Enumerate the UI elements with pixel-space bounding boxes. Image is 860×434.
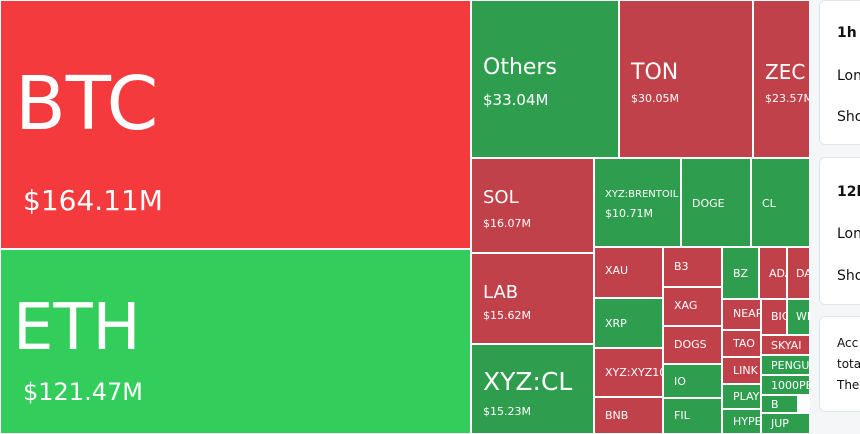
- tile-xrp[interactable]: XRP: [594, 298, 663, 348]
- tile-near[interactable]: NEAR: [722, 299, 761, 330]
- tile-others[interactable]: Others $33.04M: [471, 0, 619, 158]
- tile-symbol: LAB: [483, 282, 519, 303]
- tile-dash[interactable]: DASH: [787, 247, 810, 299]
- long-label: Long: [837, 226, 860, 242]
- tile-xyz-xyz100[interactable]: XYZ:XYZ100: [594, 348, 663, 397]
- tile-symbol: XAG: [674, 299, 698, 312]
- tile-tao[interactable]: TAO: [722, 330, 761, 357]
- note-line: Acc: [837, 336, 859, 350]
- tile-wld[interactable]: WLD: [787, 299, 810, 335]
- tile-symbol: BZ: [733, 267, 749, 280]
- tile-symbol: BNB: [605, 409, 629, 422]
- tile-cl[interactable]: CL: [751, 158, 810, 247]
- tile-bio[interactable]: BIO: [761, 299, 787, 335]
- tile-1000pepe[interactable]: 1000PEPE: [761, 375, 810, 395]
- tile-symbol: SKYAI: [771, 339, 802, 352]
- tile-ada[interactable]: ADA: [759, 247, 787, 299]
- tile-symbol: PLAY: [733, 390, 760, 403]
- tile-skyai[interactable]: SKYAI: [761, 335, 810, 355]
- tile-value: $15.23M: [483, 405, 531, 418]
- tile-value: $16.07M: [483, 217, 531, 230]
- tile-symbol: HYPE: [733, 415, 761, 428]
- tile-eth[interactable]: ETH $121.47M: [0, 249, 471, 434]
- tile-symbol: B: [771, 398, 779, 411]
- period-label: 1h: [837, 25, 857, 41]
- liquidation-treemap: BTC $164.11M ETH $121.47M Others $33.04M TON $3…: [0, 0, 810, 434]
- tile-jup[interactable]: JUP: [761, 413, 810, 434]
- tile-bz[interactable]: BZ: [722, 247, 759, 299]
- tile-symbol: DOGE: [692, 197, 725, 210]
- tile-fil[interactable]: FIL: [663, 398, 722, 434]
- tile-symbol: DOGS: [674, 338, 707, 351]
- period-card-12h: 12h Long Short: [819, 157, 860, 305]
- short-label: Short: [837, 109, 860, 125]
- liquidation-summary-panel: 1h Long Short 12h Long Short Acc tota Th…: [810, 0, 860, 434]
- tile-symbol: NEAR: [733, 307, 761, 320]
- tile-btc[interactable]: BTC $164.11M: [0, 0, 471, 249]
- tile-link[interactable]: LINK: [722, 357, 761, 384]
- note-line: The: [837, 378, 860, 392]
- tile-play[interactable]: PLAY: [722, 384, 761, 409]
- tile-lab[interactable]: LAB $15.62M: [471, 253, 594, 344]
- tile-symbol: CL: [762, 197, 776, 210]
- tile-xyz-brentoil[interactable]: XYZ:BRENTOIL $10.71M: [594, 158, 681, 247]
- note-line: tota: [837, 357, 860, 371]
- tile-symbol: Others: [483, 55, 557, 80]
- tile-xyz-cl[interactable]: XYZ:CL $15.23M: [471, 344, 594, 434]
- tile-dogs[interactable]: DOGS: [663, 326, 722, 364]
- tile-symbol: 1000PEPE: [771, 379, 809, 392]
- tile-symbol: XRP: [605, 317, 627, 330]
- tile-symbol: ETH: [13, 291, 141, 365]
- long-label: Long: [837, 68, 860, 84]
- tile-doge[interactable]: DOGE: [681, 158, 751, 247]
- tile-symbol: BIO: [771, 310, 786, 323]
- tile-symbol: LINK: [733, 364, 758, 377]
- tile-pengu[interactable]: PENGU: [761, 355, 810, 375]
- tile-ton[interactable]: TON $30.05M: [619, 0, 753, 158]
- tile-symbol: XAU: [605, 264, 629, 277]
- tile-symbol: ZEC: [765, 60, 806, 84]
- tile-symbol: B3: [674, 260, 689, 273]
- tile-io[interactable]: IO: [663, 364, 722, 398]
- tile-symbol: TON: [631, 60, 679, 85]
- tile-xau[interactable]: XAU: [594, 247, 663, 298]
- tile-symbol: IO: [674, 375, 686, 388]
- tile-symbol: XYZ:XYZ100: [605, 366, 662, 379]
- tile-symbol: TAO: [733, 337, 755, 350]
- tile-symbol: JUP: [771, 417, 789, 430]
- short-label: Short: [837, 268, 860, 284]
- tile-symbol: BTC: [15, 61, 159, 147]
- info-note-card: Acc tota The: [819, 316, 860, 412]
- tile-b3[interactable]: B3: [663, 247, 722, 287]
- tile-symbol: ADA: [769, 267, 786, 280]
- tile-hype[interactable]: HYPE: [722, 409, 761, 434]
- tile-value: $33.04M: [483, 91, 549, 109]
- tile-value: $23.57M: [765, 92, 810, 105]
- tile-value: $10.71M: [605, 207, 653, 220]
- tile-value: $30.05M: [631, 92, 679, 105]
- tile-value: $164.11M: [23, 184, 163, 217]
- tile-symbol: DASH: [796, 267, 809, 280]
- tile-symbol: XYZ:BRENTOIL: [605, 189, 679, 200]
- tile-sol[interactable]: SOL $16.07M: [471, 158, 594, 253]
- tile-symbol: PENGU: [771, 359, 810, 372]
- tile-symbol: WLD: [796, 310, 809, 323]
- tile-symbol: SOL: [483, 187, 519, 208]
- period-card-1h: 1h Long Short: [819, 0, 860, 145]
- tile-b[interactable]: B: [761, 395, 798, 413]
- tile-bnb[interactable]: BNB: [594, 397, 663, 434]
- tile-symbol: XYZ:CL: [483, 367, 573, 396]
- tile-zec[interactable]: ZEC $23.57M: [753, 0, 810, 158]
- tile-xag[interactable]: XAG: [663, 287, 722, 326]
- tile-value: $121.47M: [23, 378, 143, 406]
- tile-symbol: FIL: [674, 409, 690, 422]
- tile-value: $15.62M: [483, 309, 531, 322]
- period-label: 12h: [837, 184, 860, 200]
